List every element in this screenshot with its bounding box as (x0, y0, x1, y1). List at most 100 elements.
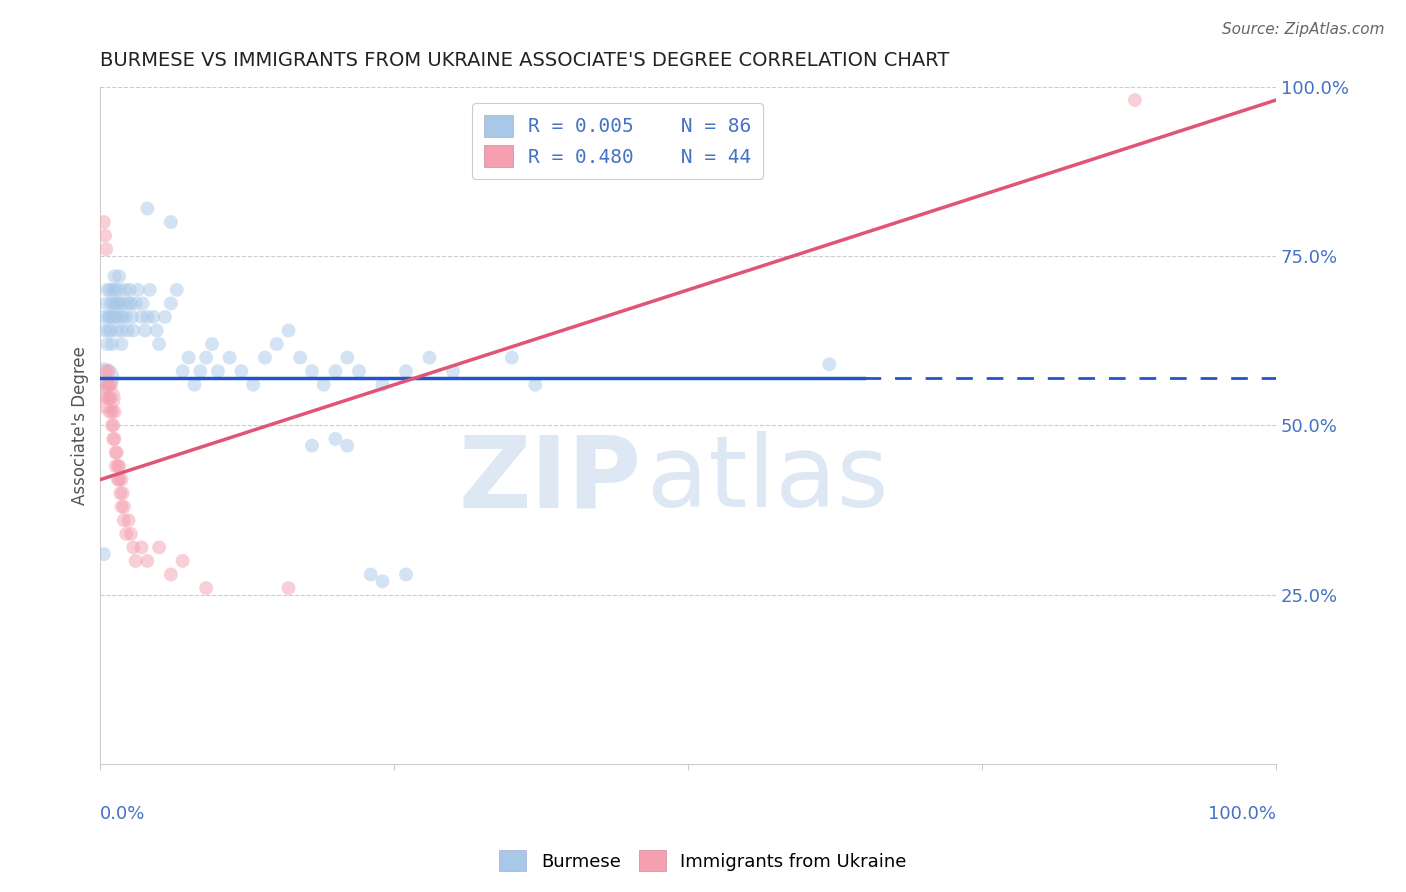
Point (97, 377, 120, 392)
Point (108, 458, 131, 473)
Point (253, 351, 276, 365)
Text: Source: ZipAtlas.com: Source: ZipAtlas.com (1222, 22, 1385, 37)
Point (96, 283, 118, 297)
Point (93, 310, 115, 324)
Point (105, 445, 128, 459)
Point (172, 364, 194, 378)
Point (103, 405, 125, 419)
Text: BURMESE VS IMMIGRANTS FROM UKRAINE ASSOCIATE'S DEGREE CORRELATION CHART: BURMESE VS IMMIGRANTS FROM UKRAINE ASSOC… (100, 51, 949, 70)
Point (120, 526, 142, 541)
Point (103, 296, 125, 310)
Point (395, 364, 418, 378)
Point (166, 283, 188, 297)
Point (97, 324, 120, 338)
Point (1123, 93, 1146, 107)
Point (112, 513, 135, 527)
Point (103, 418, 125, 433)
Point (124, 296, 146, 310)
Point (110, 473, 132, 487)
Text: atlas: atlas (647, 431, 889, 528)
Point (325, 432, 347, 446)
Point (98, 310, 121, 324)
Point (94, 324, 117, 338)
Point (105, 310, 128, 324)
Point (96, 364, 118, 378)
Point (103, 432, 125, 446)
Point (371, 574, 394, 589)
Point (103, 283, 125, 297)
Point (195, 351, 218, 365)
Point (115, 310, 138, 324)
Point (371, 377, 394, 392)
Point (111, 486, 134, 500)
Point (96, 242, 118, 256)
Point (96, 377, 118, 392)
Point (98, 392, 121, 406)
Point (231, 364, 253, 378)
Point (131, 296, 153, 310)
Point (94, 392, 117, 406)
Point (312, 377, 335, 392)
Point (93, 215, 115, 229)
Point (301, 364, 323, 378)
Point (183, 377, 205, 392)
Point (107, 296, 129, 310)
Text: 100.0%: 100.0% (1208, 805, 1277, 823)
Point (160, 215, 183, 229)
Point (160, 567, 183, 582)
Point (172, 554, 194, 568)
Point (114, 283, 136, 297)
Point (121, 310, 143, 324)
Point (188, 364, 211, 378)
Point (96, 296, 118, 310)
Y-axis label: Associate's Degree: Associate's Degree (72, 346, 89, 505)
Point (94, 228, 117, 243)
Point (120, 296, 142, 310)
Point (395, 567, 418, 582)
Point (97, 364, 120, 378)
Point (108, 283, 131, 297)
Point (107, 458, 129, 473)
Point (134, 324, 156, 338)
Point (148, 541, 170, 555)
Point (138, 283, 160, 297)
Point (112, 296, 135, 310)
Text: ZIP: ZIP (458, 431, 641, 528)
Point (101, 337, 124, 351)
Point (277, 324, 299, 338)
Point (110, 310, 132, 324)
Point (100, 296, 122, 310)
Point (142, 310, 165, 324)
Point (105, 324, 128, 338)
Point (110, 337, 132, 351)
Point (101, 418, 124, 433)
Point (301, 439, 323, 453)
Point (98, 405, 121, 419)
Point (110, 296, 132, 310)
Point (103, 432, 125, 446)
Point (242, 377, 264, 392)
Point (290, 351, 312, 365)
Point (127, 283, 149, 297)
Point (131, 541, 153, 555)
Legend: Burmese, Immigrants from Ukraine: Burmese, Immigrants from Ukraine (492, 843, 914, 879)
Point (111, 310, 134, 324)
Point (117, 324, 139, 338)
Point (100, 392, 122, 406)
Point (153, 310, 176, 324)
Point (418, 351, 440, 365)
Point (277, 581, 299, 595)
Point (117, 513, 139, 527)
Point (110, 324, 132, 338)
Point (112, 500, 135, 514)
Point (110, 486, 132, 500)
Text: 0.0%: 0.0% (100, 805, 146, 823)
Point (100, 377, 122, 392)
Point (136, 554, 159, 568)
Point (195, 581, 218, 595)
Point (96, 337, 118, 351)
Point (97, 310, 120, 324)
Point (177, 351, 200, 365)
Point (347, 364, 370, 378)
Point (136, 310, 159, 324)
